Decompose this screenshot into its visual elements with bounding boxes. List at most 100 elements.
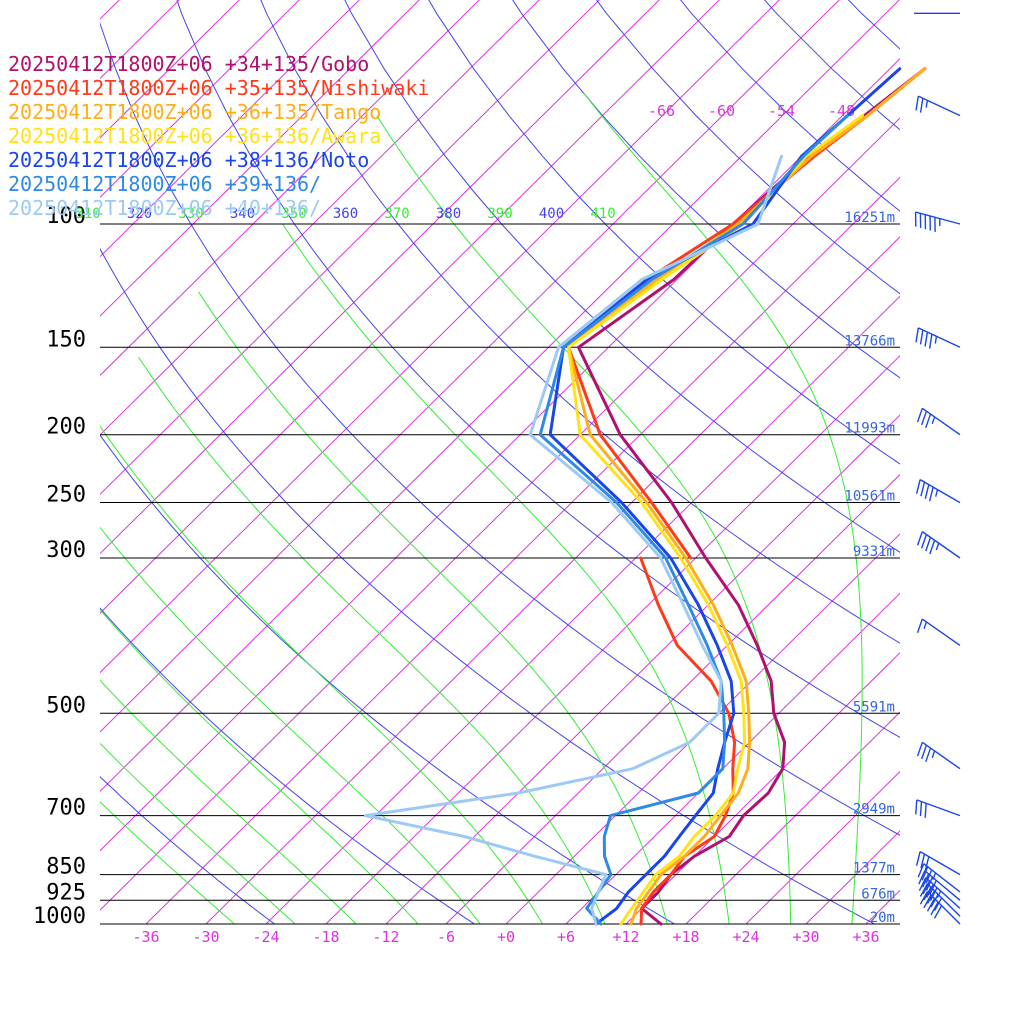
isotherm-line xyxy=(445,473,900,924)
isobar-lines: 100 16251m 150 13766m 200 11993m 250 10561m 300 9… xyxy=(33,204,900,929)
wind-barb xyxy=(915,95,961,117)
theta-label: 370 xyxy=(384,206,409,222)
series-line xyxy=(538,114,849,926)
height-label: 676m xyxy=(861,886,895,902)
legend-entry: 20250412T1800Z+06 +40+136/ xyxy=(8,196,322,220)
legend-entry: 20250412T1800Z+06 +38+136/Noto xyxy=(8,148,370,172)
series-line xyxy=(364,154,783,926)
moist-adiabat-line xyxy=(100,526,481,924)
theta-label: 410 xyxy=(590,206,615,222)
height-label: 10561m xyxy=(844,489,895,505)
isotherm-line xyxy=(625,652,900,924)
legend-entry: 20250412T1800Z+06 +34+135/Gobo xyxy=(8,52,370,76)
isotherm-line xyxy=(100,0,240,139)
isotherm-line xyxy=(865,889,900,924)
x-tick-label: +24 xyxy=(732,928,759,946)
theta-label: 350 xyxy=(281,206,306,222)
isotherm-line xyxy=(100,0,300,198)
isotherm-line xyxy=(745,770,900,924)
sounding-series xyxy=(364,67,927,926)
isotherm-line xyxy=(100,0,480,377)
isotherm-line xyxy=(100,0,780,674)
height-label: 11993m xyxy=(844,421,895,437)
dry-adiabat-line xyxy=(763,0,900,131)
theta-label: 360 xyxy=(333,206,358,222)
isotherm-line xyxy=(100,0,660,555)
x-tick-label: -12 xyxy=(372,928,399,946)
legend-entry: 20250412T1800Z+06 +36+135/Tango xyxy=(8,100,382,124)
wind-barb xyxy=(918,877,961,909)
moist-adiabat-lines xyxy=(100,92,863,924)
height-label: 13766m xyxy=(844,333,895,349)
isotherm-line xyxy=(100,0,600,496)
theta-label: 390 xyxy=(487,206,512,222)
x-tick-label: -24 xyxy=(252,928,279,946)
x-tick-label: +0 xyxy=(497,928,515,946)
dry-adiabat-line xyxy=(100,607,476,924)
isotherm-line xyxy=(385,414,900,924)
x-tick-label: +36 xyxy=(852,928,879,946)
isotherm-line xyxy=(100,0,540,436)
isotherm-line xyxy=(100,57,900,852)
isotherm-top-label: -60 xyxy=(708,102,735,120)
isotherm-top-label: -66 xyxy=(648,102,675,120)
height-label: 9331m xyxy=(853,544,895,560)
x-tick-label: +12 xyxy=(612,928,639,946)
pressure-label: 500 xyxy=(46,693,86,718)
isotherm-lines xyxy=(100,0,900,924)
dry-adiabat-line xyxy=(100,775,276,924)
legend-entry: 20250412T1800Z+06 +35+135/Nishiwaki xyxy=(8,76,430,100)
pressure-label: 150 xyxy=(46,327,86,352)
x-tick-label: +18 xyxy=(672,928,699,946)
x-tick-label: -36 xyxy=(132,928,159,946)
legend-entry: 20250412T1800Z+06 +39+136/ xyxy=(8,172,322,196)
wind-barbs xyxy=(914,12,961,925)
height-label: 16251m xyxy=(844,210,895,226)
series-line xyxy=(567,114,864,926)
dry-adiabat-line xyxy=(512,0,900,379)
theta-label: 320 xyxy=(127,206,152,222)
moist-adiabat-line xyxy=(100,742,296,924)
wind-barb xyxy=(915,478,961,504)
isotherm-line xyxy=(265,295,900,924)
pressure-label: 1000 xyxy=(33,904,86,929)
theta-label: 380 xyxy=(436,206,461,222)
moist-adiabat-line xyxy=(282,223,730,924)
isotherm-line xyxy=(100,0,900,793)
moist-adiabat-line xyxy=(100,679,357,924)
wind-barb xyxy=(915,799,961,818)
isotherm-line xyxy=(100,0,180,80)
wind-barb xyxy=(914,211,961,232)
isotherm-line xyxy=(100,0,720,614)
theta-label: 310 xyxy=(75,206,100,222)
pressure-label: 250 xyxy=(46,483,86,508)
isotherm-line xyxy=(565,592,900,924)
moist-adiabat-line xyxy=(100,801,236,924)
wind-barb xyxy=(915,327,961,349)
pressure-label: 100 xyxy=(46,204,86,229)
x-tick-label: -6 xyxy=(437,928,455,946)
moist-adiabat-line xyxy=(138,356,606,924)
legend: 20250412T1800Z+06 +34+135/Gobo 20250412T1… xyxy=(8,4,429,220)
x-tick-label: +30 xyxy=(792,928,819,946)
x-tick-label: -18 xyxy=(312,928,339,946)
height-label: 5591m xyxy=(853,699,895,715)
series-line xyxy=(577,67,927,926)
theta-label: 340 xyxy=(230,206,255,222)
isotherm-line xyxy=(685,711,900,924)
isotherm-line xyxy=(505,533,900,924)
moist-adiabat-line xyxy=(583,92,863,924)
wind-barb xyxy=(915,850,961,876)
pressure-label: 300 xyxy=(46,538,86,563)
moist-adiabat-line xyxy=(198,291,668,924)
pressure-label: 850 xyxy=(46,855,86,880)
moist-adiabat-line xyxy=(100,609,419,924)
height-label: 20m xyxy=(870,910,895,926)
wind-barb xyxy=(917,863,961,893)
theta-label: 330 xyxy=(178,206,203,222)
wind-barb xyxy=(916,531,961,559)
height-label: 2949m xyxy=(853,802,895,818)
isotherm-line xyxy=(100,0,420,317)
